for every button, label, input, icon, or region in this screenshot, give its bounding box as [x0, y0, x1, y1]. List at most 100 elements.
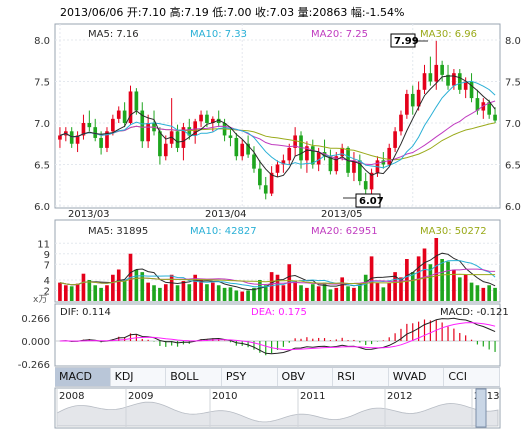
candle-body	[128, 91, 133, 123]
candle-body	[210, 118, 215, 123]
overview-area	[56, 401, 499, 427]
candle-body	[163, 143, 168, 157]
low-callout-box	[355, 193, 381, 208]
volume-bar	[493, 287, 497, 301]
tab-kdj[interactable]: KDJ	[110, 368, 167, 386]
vol-ma5-line	[59, 252, 496, 291]
volume-bar	[163, 284, 168, 301]
candle-body	[310, 146, 315, 165]
volume-bar	[275, 274, 280, 301]
candle-body	[287, 147, 292, 161]
candle-body	[58, 135, 62, 140]
price-ytick-left: 7.5	[34, 78, 50, 89]
ma10-label: MA10: 7.33	[190, 29, 247, 40]
candle-body	[340, 147, 345, 157]
volume-bar	[305, 287, 309, 301]
price-panel-frame	[54, 23, 501, 209]
ma20-line	[59, 100, 496, 166]
volume-bar	[299, 285, 303, 301]
volume-bar	[469, 282, 474, 301]
candle-body	[328, 156, 333, 172]
candle-body	[252, 154, 256, 169]
volume-bar	[246, 290, 250, 301]
candle-body	[246, 143, 250, 155]
volume-bar	[258, 280, 262, 301]
price-ytick-left: 8.0	[34, 36, 50, 47]
volume-bar	[346, 286, 350, 301]
volume-bar	[116, 269, 121, 301]
macd-ytick: 0.000	[21, 337, 50, 348]
volume-bar	[340, 277, 345, 301]
price-ytick-left: 6.5	[34, 161, 50, 172]
dea-line	[59, 322, 496, 351]
volume-bar	[175, 285, 180, 301]
candle-body	[316, 152, 321, 165]
price-ytick-right: 7.5	[505, 78, 521, 89]
volume-bar	[93, 285, 98, 301]
candle-body	[469, 81, 474, 99]
candle-body	[416, 89, 421, 107]
candle-body	[434, 64, 439, 82]
candle-body	[193, 121, 198, 136]
volume-bar	[240, 291, 245, 301]
ma5-label: MA5: 7.16	[88, 29, 139, 40]
volume-bar	[169, 274, 174, 301]
overview-year-label: 2009	[128, 391, 153, 402]
vol-ma20-label: MA20: 62951	[311, 226, 378, 237]
volume-bar	[158, 287, 162, 301]
tab-obv[interactable]: OBV	[277, 368, 334, 386]
tab-macd[interactable]: MACD	[55, 368, 111, 386]
candle-body	[69, 131, 74, 144]
candle-body	[228, 135, 233, 138]
volume-ytick: 7	[44, 260, 50, 271]
overview-year-label: 2008	[59, 391, 84, 402]
volume-bar	[122, 280, 127, 301]
volume-bar	[375, 282, 380, 301]
candle-body	[258, 168, 262, 186]
macd-ytick: -0.266	[18, 360, 50, 371]
macd-ytick: 0.266	[21, 314, 50, 325]
ma30-label: MA30: 6.96	[420, 29, 477, 40]
volume-bar	[422, 248, 427, 301]
dif-line	[59, 317, 496, 355]
volume-bar	[234, 290, 239, 301]
tab-psy[interactable]: PSY	[221, 368, 278, 386]
overview-year-label: 2010	[212, 391, 237, 402]
dif-label: DIF: 0.114	[60, 307, 111, 318]
price-ytick-right: 8.0	[505, 36, 521, 47]
high-callout-box	[390, 33, 416, 48]
candle-body	[352, 160, 356, 173]
volume-bar	[205, 284, 209, 301]
price-ytick-left: 6.0	[34, 202, 50, 213]
ma5-line	[59, 75, 496, 178]
candle-body	[105, 131, 109, 148]
candle-body	[457, 73, 462, 90]
vol-ma30-line	[59, 273, 496, 286]
volume-bar	[363, 274, 368, 301]
volume-bar	[352, 287, 356, 301]
candle-body	[487, 102, 492, 115]
volume-bar	[405, 259, 409, 301]
candle-body	[334, 156, 339, 172]
candle-body	[99, 137, 103, 148]
volume-bar	[410, 272, 415, 301]
candle-body	[410, 93, 415, 107]
tab-rsi[interactable]: RSI	[333, 368, 389, 386]
volume-bar	[210, 282, 215, 301]
volume-bar	[481, 287, 486, 301]
vol-unit-label: x万	[33, 295, 47, 305]
tab-cci[interactable]: CCI	[444, 368, 500, 386]
macd-label: MACD: -0.121	[440, 307, 509, 318]
candle-body	[387, 147, 392, 165]
dea-label: DEA: 0.175	[251, 307, 307, 318]
candle-body	[475, 98, 480, 111]
candle-body	[205, 114, 209, 123]
volume-bar	[322, 282, 327, 301]
volume-bar	[75, 283, 80, 301]
overview-year-label: 2012	[387, 391, 412, 402]
candle-body	[463, 81, 468, 90]
tab-wvad[interactable]: WVAD	[388, 368, 445, 386]
tab-boll[interactable]: BOLL	[166, 368, 222, 386]
volume-bar	[140, 272, 145, 301]
volume-bar	[134, 269, 139, 301]
